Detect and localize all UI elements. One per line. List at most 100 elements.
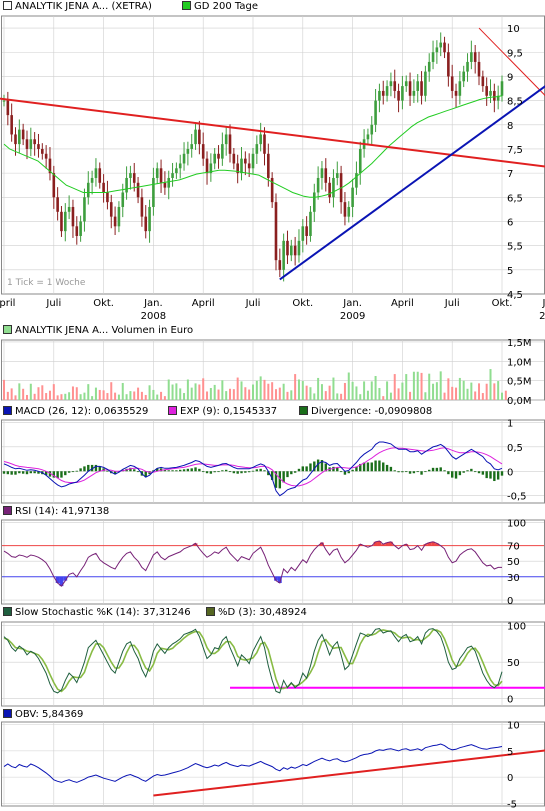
rsi-overbought-fill xyxy=(377,541,382,546)
divergence-bar xyxy=(393,470,396,472)
divergence-bar xyxy=(355,466,358,472)
volume-bar xyxy=(424,392,427,400)
volume-bar xyxy=(309,387,312,400)
volume-bar xyxy=(328,385,331,400)
x-tick-label: Juli xyxy=(245,298,261,309)
candle-body xyxy=(217,153,220,159)
volume-bar xyxy=(485,383,488,400)
volume-bar xyxy=(355,386,358,400)
divergence-bar xyxy=(75,470,78,472)
volume-bar xyxy=(87,384,90,400)
volume-bar xyxy=(389,392,392,400)
macd-line xyxy=(3,441,503,497)
trendline-resistance xyxy=(0,97,545,168)
candle-body xyxy=(351,187,354,207)
volume-bar xyxy=(110,382,113,400)
volume-y-tick: 0,5M xyxy=(507,377,532,388)
volume-bar xyxy=(366,390,369,400)
volume-bar xyxy=(198,384,201,400)
stoch-plot xyxy=(3,628,545,694)
price-series-label: ANALYTIK JENA A... (XETRA) xyxy=(15,1,152,12)
divergence-bar xyxy=(385,464,389,472)
divergence-bar xyxy=(309,463,312,472)
volume-y-tick: 0,0M xyxy=(507,396,532,407)
candle-body xyxy=(163,182,167,188)
stoch-y-tick: 50 xyxy=(507,658,520,669)
candle-body xyxy=(213,153,216,164)
gd200-label: GD 200 Tage xyxy=(194,1,258,12)
grid-lines xyxy=(2,16,544,806)
volume-bar xyxy=(301,381,304,400)
volume-bar xyxy=(160,391,163,400)
volume-bar xyxy=(386,381,389,400)
obv-y-tick: 10 xyxy=(507,721,520,732)
price-y-tick: 9 xyxy=(507,72,513,83)
divergence-bar xyxy=(221,470,224,472)
rsi-oversold-fill xyxy=(59,576,64,587)
volume-bar xyxy=(290,390,293,400)
divergence-bar xyxy=(378,460,381,472)
stoch-k-swatch xyxy=(3,607,12,616)
divergence-bar xyxy=(33,471,36,474)
candle-body xyxy=(155,168,159,178)
candle-body xyxy=(132,173,136,183)
volume-bar xyxy=(294,374,297,400)
candle-body xyxy=(477,61,481,77)
candle-body xyxy=(324,168,328,183)
x-tick-label: April xyxy=(192,298,215,309)
divergence-bar xyxy=(286,471,289,478)
rsi-y-tick: 50 xyxy=(507,557,520,568)
volume-bar xyxy=(186,379,189,400)
divergence-bar xyxy=(412,471,416,474)
volume-bar xyxy=(393,374,396,400)
price-swatch xyxy=(3,1,12,10)
candle-body xyxy=(171,173,174,178)
candle-body xyxy=(493,90,496,101)
x-tick-label: Okt. xyxy=(93,298,114,309)
volume-bar xyxy=(129,391,132,400)
rsi-overbought-fill xyxy=(381,544,386,546)
price-y-tick: 6,5 xyxy=(507,193,523,204)
candle-body xyxy=(247,163,251,169)
candle-body xyxy=(431,52,435,62)
candle-body xyxy=(178,163,182,169)
candle-body xyxy=(401,86,404,101)
volume-bar xyxy=(435,382,438,400)
candle-body xyxy=(14,134,17,145)
year-label: 2008 xyxy=(141,311,166,322)
x-tick-label: Jan. xyxy=(542,298,545,309)
divergence-bar xyxy=(259,468,262,472)
candle-body xyxy=(48,158,52,174)
rsi-swatch xyxy=(3,506,12,515)
candle-body xyxy=(56,197,59,212)
volume-bar xyxy=(409,391,412,400)
divergence-bar xyxy=(301,466,304,472)
divergence-bar xyxy=(428,469,431,472)
divergence-bar xyxy=(18,471,21,474)
volume-bar xyxy=(79,394,82,400)
exp-legend: EXP (9): 0,1545337 xyxy=(168,406,277,418)
volume-bar xyxy=(209,388,212,400)
divergence-bar xyxy=(2,471,6,474)
volume-bar xyxy=(332,377,335,400)
divergence-bar xyxy=(244,471,247,473)
volume-bar xyxy=(401,382,404,400)
price-y-tick: 8,5 xyxy=(507,97,523,108)
volume-bar xyxy=(144,394,147,400)
volume-bar xyxy=(64,393,67,400)
volume-bar xyxy=(378,388,381,400)
divergence-bar xyxy=(87,464,90,472)
divergence-bar xyxy=(247,471,251,473)
divergence-bar xyxy=(48,471,52,477)
candle-body xyxy=(412,90,416,96)
rsi-overbought-fill xyxy=(431,541,435,546)
rsi-legend-series: RSI (14): 41,97138 xyxy=(3,506,109,518)
candle-body xyxy=(286,240,289,256)
volume-bar xyxy=(232,389,235,400)
divergence-bar xyxy=(424,471,427,473)
price-y-tick: 10 xyxy=(507,24,520,35)
volume-bar xyxy=(121,382,124,400)
volume-bar xyxy=(343,382,346,400)
obv-legend: OBV: 5,84369 xyxy=(0,708,545,722)
candle-body xyxy=(167,177,171,188)
